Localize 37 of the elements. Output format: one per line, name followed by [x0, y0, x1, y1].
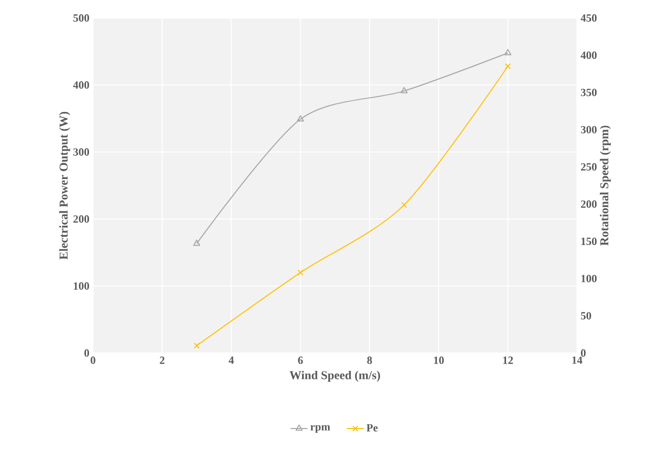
y-tick-label: 400 — [73, 81, 90, 89]
y2-tick-label: 100 — [581, 274, 597, 282]
point — [504, 63, 511, 70]
point — [193, 240, 200, 246]
y2-tick-label: 450 — [580, 14, 597, 22]
y2-tick-label: 350 — [580, 88, 597, 96]
x-tick-label: 14 — [572, 356, 582, 364]
point — [504, 48, 512, 56]
x-tick-label: 0 — [90, 356, 96, 364]
point — [194, 342, 200, 349]
y2-tick-label: 150 — [581, 238, 597, 246]
point — [297, 270, 304, 276]
point — [296, 115, 304, 122]
x-tick-label: 6 — [298, 356, 303, 364]
y-tick-label: 300 — [73, 148, 90, 156]
x-tick-label: 12 — [503, 356, 513, 364]
y2-tick-label: 300 — [580, 126, 597, 134]
y2-tick-label: 250 — [580, 163, 597, 171]
y-tick-label: 500 — [73, 14, 90, 22]
legend-label: rpm — [310, 425, 330, 433]
y-tick-label: 100 — [74, 282, 90, 290]
y2-tick-label: 0 — [580, 349, 586, 357]
y2-axis-title: Rotational Speed (rpm) — [600, 126, 611, 246]
y-tick-label: 200 — [73, 215, 90, 223]
y-tick-label: 0 — [84, 349, 90, 357]
y2-tick-label: 200 — [580, 200, 597, 208]
point — [400, 86, 408, 94]
x-tick-label: 8 — [367, 356, 372, 364]
y2-tick-label: 50 — [580, 312, 592, 320]
x-tick-label: 4 — [228, 356, 234, 364]
point — [401, 202, 408, 208]
y-axis-title: Electrical Power Output (W) — [59, 112, 70, 260]
legend-label: Pe — [366, 424, 378, 432]
x-axis-title: Wind Speed (m/s) — [290, 370, 380, 382]
x-tick-label: 2 — [160, 356, 164, 364]
y2-tick-label: 400 — [580, 52, 597, 59]
x-tick-label: 10 — [434, 356, 444, 364]
